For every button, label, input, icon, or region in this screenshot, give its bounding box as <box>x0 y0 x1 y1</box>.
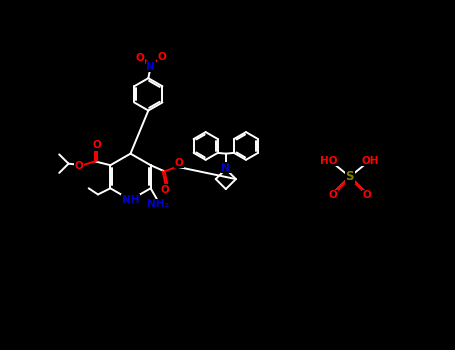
Text: O: O <box>92 140 101 150</box>
Text: O: O <box>329 190 337 200</box>
Text: O: O <box>158 52 167 62</box>
Text: OH: OH <box>362 156 379 166</box>
Text: O: O <box>175 158 184 168</box>
Text: N: N <box>146 62 155 72</box>
Text: O: O <box>75 161 84 171</box>
Text: NH: NH <box>122 195 139 205</box>
Text: O: O <box>136 53 144 63</box>
Text: O: O <box>363 190 371 200</box>
Text: S: S <box>346 170 354 183</box>
Text: O: O <box>161 185 170 195</box>
Text: HO: HO <box>320 156 338 166</box>
Text: NH₂: NH₂ <box>147 199 169 209</box>
Text: N: N <box>222 162 230 173</box>
